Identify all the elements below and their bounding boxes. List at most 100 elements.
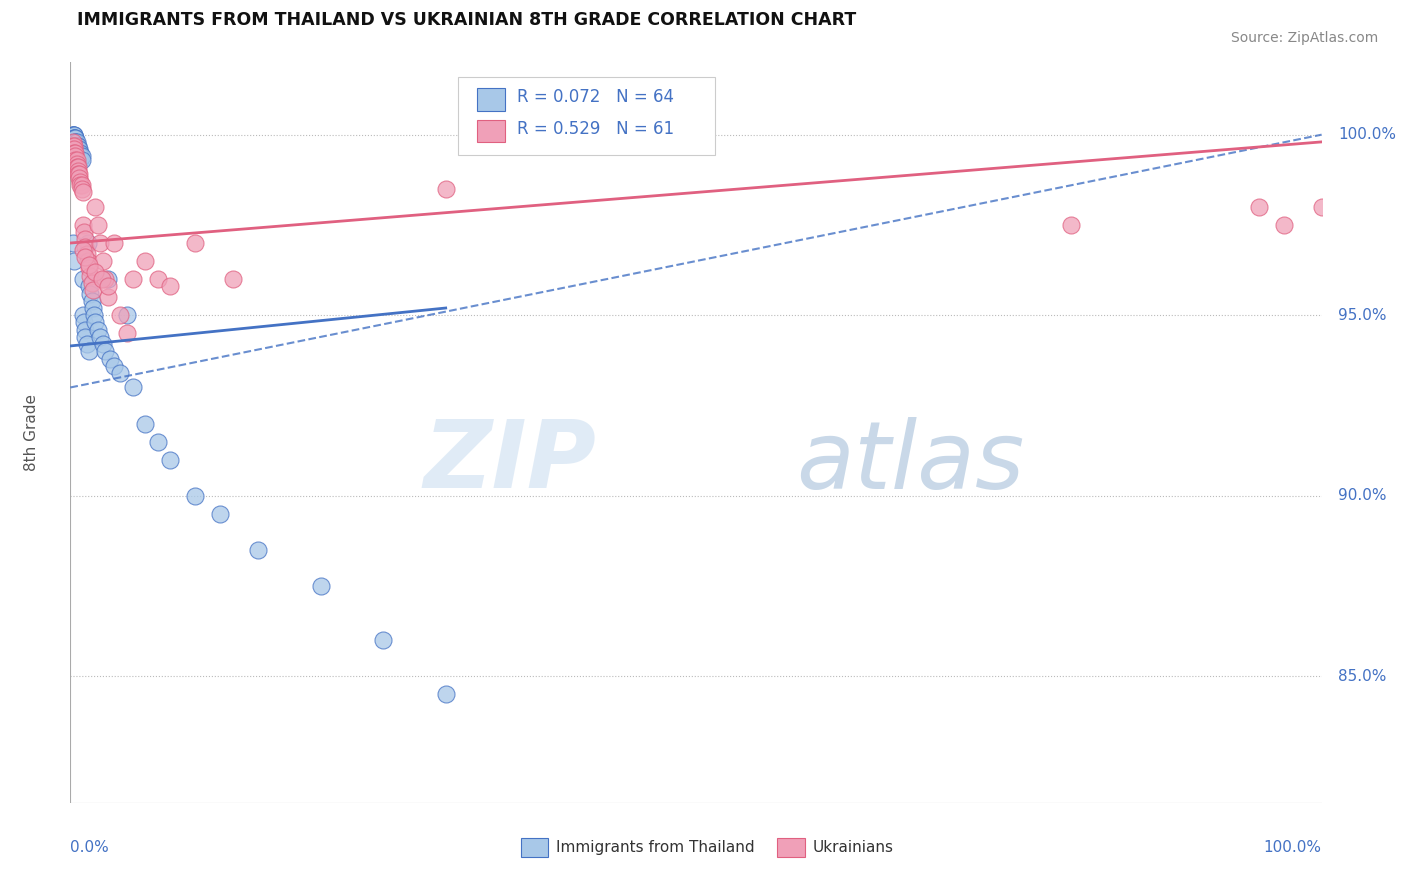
Point	[70, 178, 93, 193]
Point	[65, 145, 87, 160]
Point	[63, 138, 86, 153]
Point	[67, 171, 90, 186]
Point	[69, 175, 91, 189]
Point	[1310, 200, 1333, 214]
Text: ZIP: ZIP	[423, 417, 596, 508]
Text: Immigrants from Thailand: Immigrants from Thailand	[555, 839, 755, 855]
Point	[82, 283, 104, 297]
Point	[72, 308, 94, 322]
Point	[65, 153, 87, 167]
Point	[103, 235, 125, 250]
Point	[103, 359, 125, 373]
Point	[70, 149, 93, 163]
Point	[63, 135, 86, 149]
Point	[75, 232, 97, 246]
Point	[65, 131, 87, 145]
Point	[65, 149, 87, 163]
Text: Source: ZipAtlas.com: Source: ZipAtlas.com	[1230, 31, 1378, 45]
Point	[1272, 218, 1295, 232]
Point	[63, 149, 86, 163]
Point	[76, 247, 98, 261]
Text: IMMIGRANTS FROM THAILAND VS UKRAINIAN 8TH GRADE CORRELATION CHART: IMMIGRANTS FROM THAILAND VS UKRAINIAN 8T…	[76, 11, 856, 29]
Point	[159, 279, 181, 293]
Point	[87, 323, 110, 337]
Point	[79, 286, 101, 301]
Point	[62, 131, 84, 145]
FancyBboxPatch shape	[458, 78, 714, 155]
Point	[63, 128, 86, 142]
Point	[77, 279, 100, 293]
Point	[65, 142, 87, 156]
Point	[65, 153, 87, 167]
Point	[66, 142, 89, 156]
Bar	[778, 838, 804, 857]
Point	[72, 186, 94, 200]
Point	[66, 168, 89, 182]
Text: 8th Grade: 8th Grade	[24, 394, 39, 471]
Point	[65, 135, 87, 149]
Point	[134, 254, 156, 268]
Point	[72, 272, 94, 286]
Point	[62, 128, 84, 142]
Point	[146, 272, 169, 286]
Text: atlas: atlas	[796, 417, 1025, 508]
Point	[65, 138, 87, 153]
Point	[84, 200, 107, 214]
Point	[63, 131, 86, 145]
Bar	[520, 838, 548, 857]
Bar	[477, 120, 505, 143]
Point	[67, 145, 90, 160]
Point	[63, 131, 86, 145]
Point	[121, 272, 145, 286]
Point	[72, 218, 94, 232]
Text: R = 0.529   N = 61: R = 0.529 N = 61	[517, 120, 673, 138]
Point	[84, 265, 107, 279]
Point	[79, 268, 101, 283]
Point	[69, 149, 91, 163]
Point	[184, 489, 207, 503]
Point	[82, 301, 104, 315]
Point	[159, 452, 181, 467]
Point	[62, 128, 84, 142]
Text: Ukrainians: Ukrainians	[813, 839, 893, 855]
Point	[62, 131, 84, 145]
Point	[98, 351, 121, 366]
Point	[115, 308, 138, 322]
Point	[66, 163, 89, 178]
Text: 90.0%: 90.0%	[1339, 488, 1386, 503]
Point	[62, 145, 84, 160]
Point	[69, 178, 91, 193]
Point	[87, 218, 110, 232]
Point	[65, 135, 87, 149]
Point	[209, 507, 232, 521]
Point	[76, 235, 98, 250]
Text: 100.0%: 100.0%	[1264, 840, 1322, 855]
Text: 85.0%: 85.0%	[1339, 669, 1386, 684]
Point	[76, 337, 98, 351]
Text: 0.0%: 0.0%	[70, 840, 110, 855]
Point	[67, 142, 90, 156]
Text: 95.0%: 95.0%	[1339, 308, 1386, 323]
Point	[65, 156, 87, 170]
Point	[65, 138, 87, 153]
Point	[97, 279, 120, 293]
Point	[1060, 218, 1083, 232]
Point	[89, 235, 111, 250]
Point	[66, 138, 89, 153]
Text: R = 0.072   N = 64: R = 0.072 N = 64	[517, 88, 673, 106]
Point	[77, 344, 100, 359]
Point	[83, 308, 105, 322]
Point	[67, 149, 90, 163]
Point	[65, 131, 87, 145]
Point	[63, 254, 86, 268]
Point	[75, 251, 97, 265]
Point	[63, 145, 86, 160]
Point	[80, 293, 103, 308]
Point	[434, 688, 457, 702]
Point	[90, 272, 112, 286]
Point	[134, 417, 156, 431]
Point	[62, 142, 84, 156]
Point	[110, 366, 132, 380]
Point	[94, 272, 117, 286]
Point	[97, 290, 120, 304]
